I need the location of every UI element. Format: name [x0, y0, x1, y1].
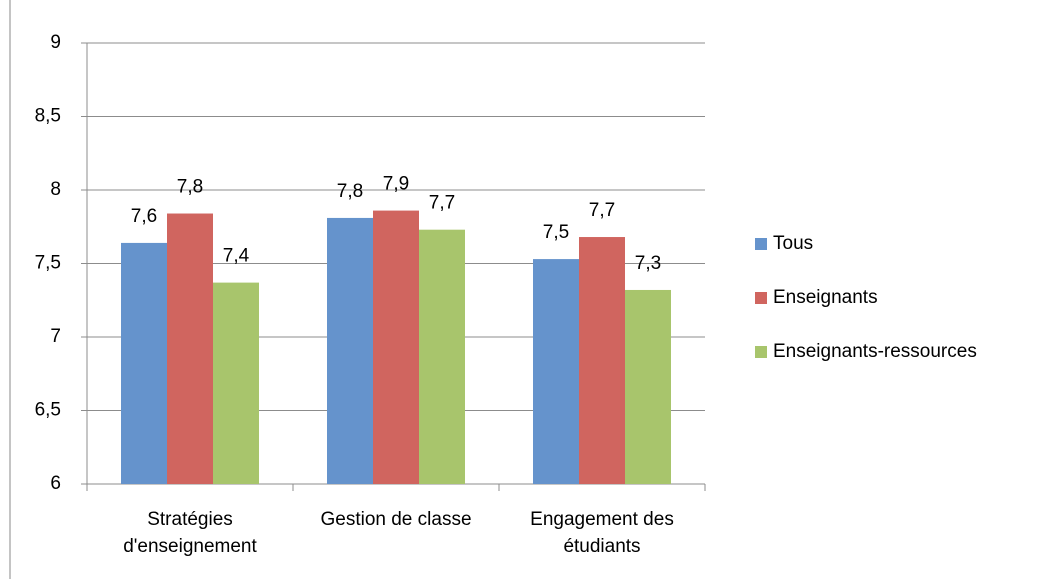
data-label: 7,7: [429, 193, 455, 214]
data-label: 7,5: [543, 222, 569, 243]
y-tick-label: 8: [50, 179, 61, 200]
data-label: 7,8: [337, 181, 363, 202]
x-tick-label: Engagement des étudiants: [530, 509, 674, 557]
legend-label: Enseignants-ressources: [773, 341, 977, 362]
y-tick-label: 6,5: [35, 400, 61, 421]
bar: [579, 237, 625, 484]
bar: [167, 213, 213, 484]
bar: [625, 289, 671, 484]
y-tick-label: 8,5: [35, 106, 61, 127]
legend-label: Tous: [773, 233, 813, 254]
data-label: 7,4: [223, 246, 250, 267]
bar: [533, 259, 579, 484]
bar: [213, 282, 259, 484]
legend-swatch: [755, 238, 767, 250]
y-tick-label: 6: [50, 473, 61, 494]
data-label: 7,7: [589, 200, 615, 221]
bar: [327, 217, 373, 484]
legend-label: Enseignants: [773, 287, 878, 308]
x-tick-label: Stratégies d'enseignement: [123, 509, 257, 557]
y-tick-label: 7,5: [35, 253, 61, 274]
legend-swatch: [755, 346, 767, 358]
y-tick-label: 7: [50, 326, 61, 347]
x-tick-label: Gestion de classe: [320, 509, 472, 530]
data-label: 7,6: [131, 206, 157, 227]
y-tick-label: 9: [50, 32, 61, 53]
bar: [419, 229, 465, 484]
data-label: 7,3: [635, 253, 661, 274]
data-label: 7,8: [177, 177, 203, 198]
bar: [121, 242, 167, 484]
bar: [373, 210, 419, 484]
data-label: 7,9: [383, 174, 409, 195]
legend-swatch: [755, 292, 767, 304]
